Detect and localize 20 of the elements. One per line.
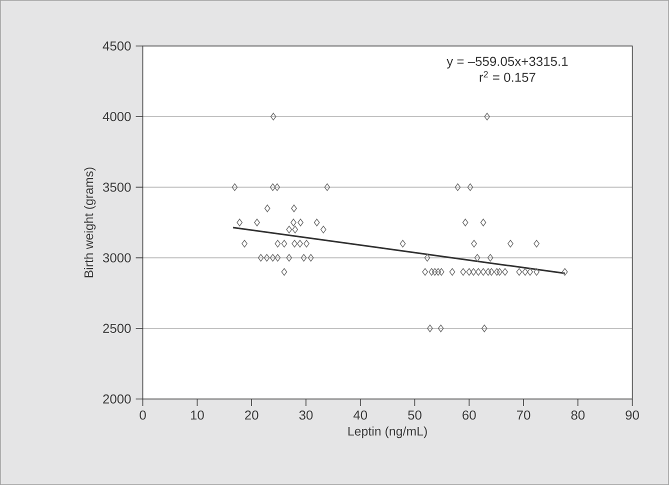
y-tick-label: 3500	[102, 182, 131, 192]
annotation: r$^{2}$ = 0.157	[480, 71, 536, 82]
x-tick-label: 30	[299, 410, 313, 420]
x-tick-label: 90	[626, 410, 639, 420]
x-tick-label: 10	[190, 410, 204, 420]
y-tick-label: 4500	[102, 41, 131, 51]
x-axis-title: Leptin (ng/mL)	[348, 426, 427, 438]
x-tick-label: 60	[462, 410, 476, 420]
y-axis-title: Birth weight (grams)	[84, 168, 96, 278]
y-tick-label: 4000	[102, 112, 131, 122]
y-tick-label: 2500	[103, 324, 131, 333]
x-tick-label: 50	[408, 410, 422, 420]
y-tick-label: 2000	[103, 394, 131, 404]
x-tick-label: 40	[353, 410, 368, 420]
x-tick-label: 80	[571, 410, 585, 420]
y-tick-label: 3000	[102, 253, 131, 262]
x-tick-label: 70	[516, 410, 530, 420]
x-tick-label: 0	[140, 410, 146, 420]
annotation: y = –559.05x+3315.1	[446, 56, 568, 69]
x-tick-label: 20	[245, 410, 258, 420]
